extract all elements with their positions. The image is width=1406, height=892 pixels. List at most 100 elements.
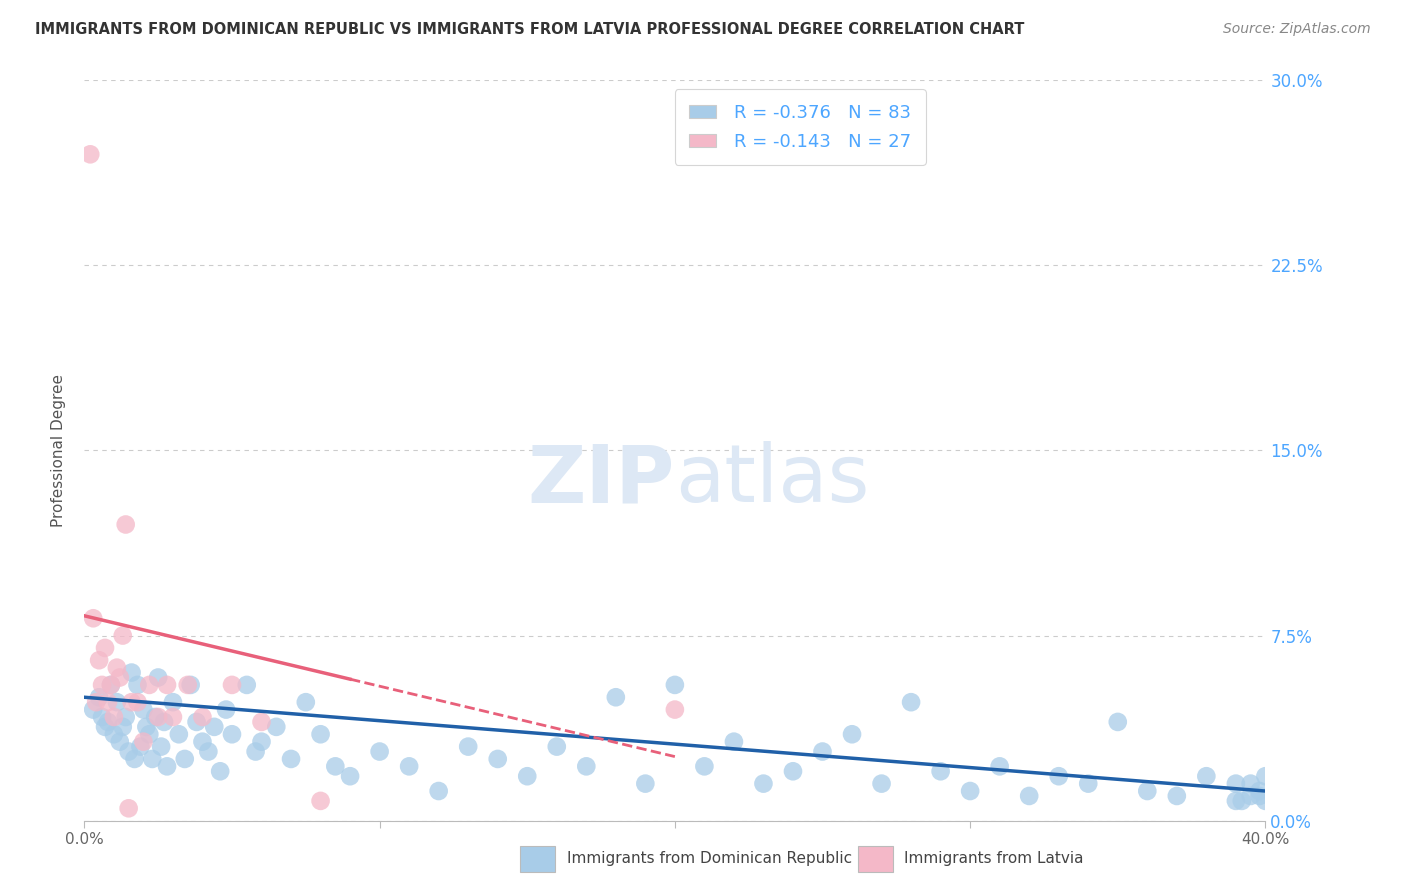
Point (752, 776, 775, 791)
Point (1166, 789, 1188, 803)
Point (841, 727, 863, 741)
Point (605, 690, 627, 705)
Point (209, 764, 232, 779)
Point (221, 678, 243, 692)
Point (575, 759, 598, 773)
Point (167, 727, 190, 741)
FancyBboxPatch shape (858, 846, 893, 872)
Point (111, 628, 134, 642)
Point (1195, 769, 1218, 783)
Point (1107, 714, 1129, 729)
Point (266, 720, 288, 734)
Point (782, 764, 804, 779)
Point (1047, 769, 1070, 783)
Point (723, 734, 745, 748)
FancyBboxPatch shape (520, 846, 555, 872)
Point (118, 801, 141, 815)
Point (156, 759, 179, 773)
Point (280, 752, 302, 766)
Point (143, 710, 166, 724)
Point (103, 710, 125, 724)
Point (148, 671, 170, 685)
Point (82, 703, 104, 717)
Text: IMMIGRANTS FROM DOMINICAN REPUBLIC VS IMMIGRANTS FROM LATVIA PROFESSIONAL DEGREE: IMMIGRANTS FROM DOMINICAN REPUBLIC VS IM… (35, 22, 1025, 37)
Point (127, 678, 149, 692)
Point (105, 660, 128, 674)
Point (250, 734, 273, 748)
Point (97, 714, 120, 729)
Point (135, 720, 157, 734)
Text: Source: ZipAtlas.com: Source: ZipAtlas.com (1223, 22, 1371, 37)
Point (94, 720, 117, 734)
Text: ZIP: ZIP (527, 441, 675, 519)
Point (325, 759, 347, 773)
Point (929, 764, 952, 779)
Point (457, 739, 479, 754)
Point (180, 678, 202, 692)
Point (1225, 794, 1247, 808)
Point (202, 720, 225, 734)
Point (368, 745, 391, 759)
Point (173, 752, 195, 766)
Point (124, 752, 146, 766)
Point (103, 727, 125, 741)
Point (427, 784, 450, 798)
Point (245, 745, 267, 759)
Point (664, 678, 686, 692)
Point (87, 653, 111, 667)
Point (250, 714, 273, 729)
Text: Immigrants from Dominican Republic: Immigrants from Dominican Republic (567, 852, 852, 866)
Point (959, 784, 981, 798)
Point (811, 745, 834, 759)
Point (693, 759, 716, 773)
Point (138, 727, 160, 741)
Point (100, 678, 122, 692)
Point (108, 734, 131, 748)
Point (309, 727, 332, 741)
Point (91, 710, 114, 724)
Point (870, 776, 893, 791)
Y-axis label: Professional Degree: Professional Degree (51, 374, 66, 527)
Point (105, 695, 128, 709)
Point (121, 695, 143, 709)
Point (191, 734, 214, 748)
Point (1240, 789, 1263, 803)
Point (114, 517, 136, 532)
Point (162, 710, 184, 724)
Point (121, 665, 143, 680)
Point (309, 794, 332, 808)
Point (127, 695, 149, 709)
Point (1077, 776, 1099, 791)
Point (1254, 794, 1277, 808)
Point (79, 147, 101, 161)
Point (84, 695, 107, 709)
Point (132, 734, 155, 748)
Point (988, 759, 1011, 773)
Point (634, 776, 657, 791)
Point (516, 769, 538, 783)
Point (114, 710, 136, 724)
Point (108, 671, 131, 685)
Point (1249, 784, 1271, 798)
Point (100, 678, 122, 692)
Point (129, 739, 152, 754)
Point (148, 710, 170, 724)
Point (197, 745, 219, 759)
Point (141, 752, 163, 766)
Point (1254, 769, 1277, 783)
Legend: R = -0.376   N = 83, R = -0.143   N = 27: R = -0.376 N = 83, R = -0.143 N = 27 (675, 89, 925, 165)
Point (177, 678, 200, 692)
Point (156, 678, 179, 692)
Point (191, 710, 214, 724)
Point (215, 703, 238, 717)
Point (87, 690, 111, 705)
Point (1225, 776, 1247, 791)
Point (664, 703, 686, 717)
Text: atlas: atlas (675, 441, 869, 519)
Point (150, 739, 173, 754)
Point (97, 695, 120, 709)
Point (1230, 794, 1253, 808)
Point (295, 695, 318, 709)
Text: Immigrants from Latvia: Immigrants from Latvia (904, 852, 1084, 866)
Point (132, 703, 155, 717)
